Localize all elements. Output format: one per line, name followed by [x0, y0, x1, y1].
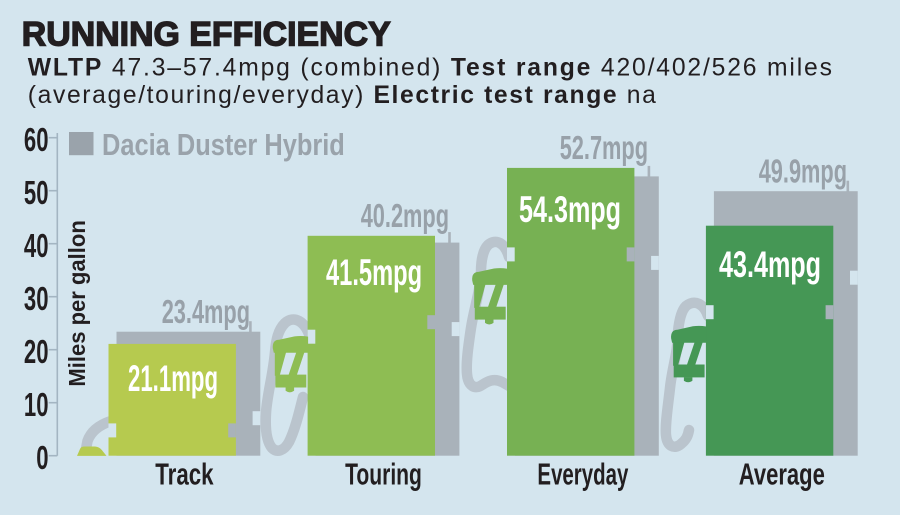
svg-text:23.4mpg: 23.4mpg [162, 293, 250, 330]
svg-text:54.3mpg: 54.3mpg [519, 188, 621, 230]
svg-text:10: 10 [24, 387, 49, 423]
svg-text:Miles per gallon: Miles per gallon [64, 220, 90, 386]
svg-text:WLTP 47.3–57.4mpg (combined) T: WLTP 47.3–57.4mpg (combined) Test range … [28, 54, 834, 81]
svg-text:Track: Track [155, 457, 214, 491]
svg-text:0: 0 [36, 440, 48, 476]
svg-text:(average/touring/everyday) Ele: (average/touring/everyday) Electric test… [28, 82, 658, 109]
svg-text:20: 20 [24, 334, 49, 370]
svg-text:52.7mpg: 52.7mpg [560, 129, 648, 166]
svg-text:50: 50 [24, 175, 49, 211]
svg-text:30: 30 [24, 281, 49, 317]
svg-text:RUNNING EFFICIENCY: RUNNING EFFICIENCY [22, 15, 391, 53]
svg-text:Dacia Duster Hybrid: Dacia Duster Hybrid [102, 128, 345, 163]
svg-text:40.2mpg: 40.2mpg [361, 197, 449, 234]
svg-text:41.5mpg: 41.5mpg [326, 252, 422, 294]
svg-text:40: 40 [24, 228, 49, 264]
svg-text:Touring: Touring [345, 457, 422, 492]
svg-text:49.9mpg: 49.9mpg [759, 153, 847, 190]
svg-text:60: 60 [24, 122, 49, 158]
svg-text:21.1mpg: 21.1mpg [128, 358, 218, 399]
svg-text:Everyday: Everyday [537, 456, 628, 491]
svg-text:43.4mpg: 43.4mpg [719, 243, 821, 285]
svg-text:Average: Average [739, 457, 825, 492]
